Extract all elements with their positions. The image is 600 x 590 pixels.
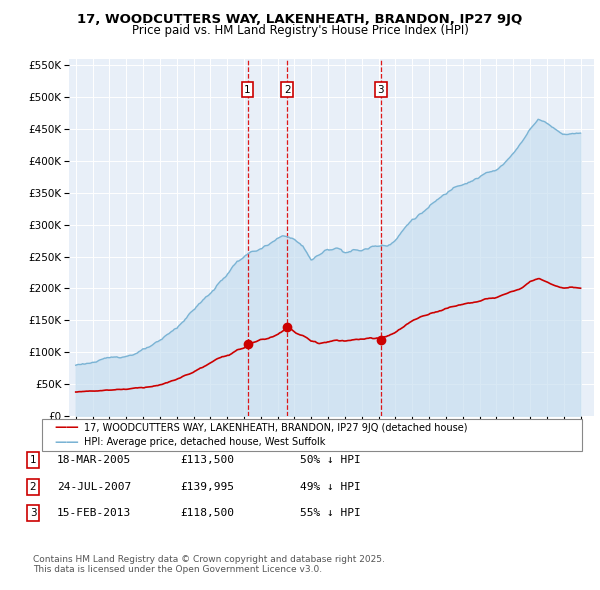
Text: 15-FEB-2013: 15-FEB-2013 [57, 509, 131, 518]
Text: ——: —— [54, 436, 79, 449]
Text: 24-JUL-2007: 24-JUL-2007 [57, 482, 131, 491]
Text: £139,995: £139,995 [180, 482, 234, 491]
Text: 1: 1 [29, 455, 37, 465]
Text: 50% ↓ HPI: 50% ↓ HPI [300, 455, 361, 465]
Text: HPI: Average price, detached house, West Suffolk: HPI: Average price, detached house, West… [84, 437, 325, 447]
Text: £113,500: £113,500 [180, 455, 234, 465]
Text: £118,500: £118,500 [180, 509, 234, 518]
Text: 1: 1 [244, 84, 251, 94]
Text: 49% ↓ HPI: 49% ↓ HPI [300, 482, 361, 491]
Text: 2: 2 [29, 482, 37, 491]
Text: 3: 3 [29, 509, 37, 518]
Text: 2: 2 [284, 84, 290, 94]
Text: 18-MAR-2005: 18-MAR-2005 [57, 455, 131, 465]
Text: 55% ↓ HPI: 55% ↓ HPI [300, 509, 361, 518]
Text: 17, WOODCUTTERS WAY, LAKENHEATH, BRANDON, IP27 9JQ: 17, WOODCUTTERS WAY, LAKENHEATH, BRANDON… [77, 13, 523, 26]
Text: 17, WOODCUTTERS WAY, LAKENHEATH, BRANDON, IP27 9JQ (detached house): 17, WOODCUTTERS WAY, LAKENHEATH, BRANDON… [84, 423, 467, 433]
Text: 3: 3 [377, 84, 384, 94]
Text: ——: —— [54, 421, 79, 434]
Text: Contains HM Land Registry data © Crown copyright and database right 2025.
This d: Contains HM Land Registry data © Crown c… [33, 555, 385, 574]
Text: Price paid vs. HM Land Registry's House Price Index (HPI): Price paid vs. HM Land Registry's House … [131, 24, 469, 37]
